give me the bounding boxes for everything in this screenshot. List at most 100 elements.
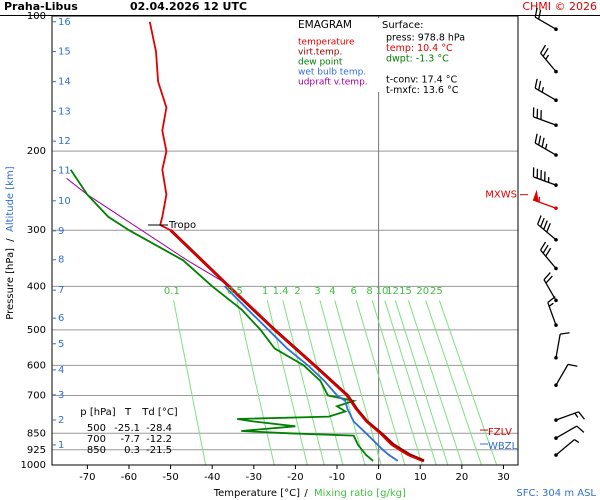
station: Praha-Libus [4,0,78,13]
table-cell: 0.3 [124,445,140,456]
x-axis-sep: / [304,488,308,499]
surface-line: press: 978.8 hPa [386,33,465,44]
barb-full [547,296,556,304]
level-label: MXWS [485,190,517,201]
barb-full [534,133,538,144]
barb-half [541,86,544,93]
table-header: p [hPa] [80,407,115,418]
table-cell: -12.2 [146,434,172,445]
y-tick-label: 100 [27,11,46,22]
wind-barb [554,425,585,440]
barb-full [541,137,545,148]
wind-barb [554,332,570,360]
barb-half [548,302,554,307]
table-cell: 500 [87,423,106,434]
x-tick-label: -20 [287,472,303,483]
barb-station [554,206,558,211]
barb-station [554,27,558,31]
barb-full [560,332,570,335]
barb-half [574,412,579,418]
barb-station [554,383,558,387]
wind-barb [554,439,580,457]
mixing-ratio-line [425,300,482,465]
barb-full [576,425,585,433]
altitude-tick-label: 1 [58,440,64,451]
mixing-ratio-line [394,300,449,465]
mixing-ratio-label: 0.1 [164,286,180,297]
y-tick-label: 200 [27,146,46,157]
altitude-tick-label: 15 [58,47,71,58]
plot-frame [51,15,519,466]
altitude-tick-label: 5 [58,339,64,350]
wind-barb [547,296,558,327]
mixing-ratio-label: 1 [262,286,268,297]
table-header: T [124,407,132,418]
x-tick-label: -40 [204,472,220,483]
altitude-tick-label: 11 [58,166,71,177]
barb-full [542,47,549,57]
barb-shaft [555,334,561,358]
y-tick-label: 925 [27,445,46,456]
barb-pennant [532,189,539,203]
table-cell: -25.1 [114,423,140,434]
x-axis-label2: Mixing ratio [g/kg] [314,488,406,499]
barb-half [544,143,548,150]
barb-full [534,7,538,18]
surface-line: t-conv: 17.4 °C [386,75,457,86]
mixing-ratio-label: 2 [294,286,300,297]
barb-full [545,275,553,284]
x-tick-label: 20 [455,472,468,483]
barb-shaft [555,411,579,421]
wind-barb [537,215,558,242]
table-cell: 700 [87,434,106,445]
altitude-tick-label: 12 [58,136,71,147]
barb-full [540,241,547,251]
x-tick-label: -70 [79,472,95,483]
wind-barb [532,107,558,127]
altitude-tick-label: 13 [58,106,71,117]
barb-station [554,98,558,102]
mixing-ratio-line [334,300,382,465]
barb-half [545,54,550,60]
barb-station [554,355,558,360]
mixing-ratio-line [282,300,325,465]
y-axis-label2: Altitude [km] [5,166,16,232]
mixing-ratio-label: 20 [416,286,429,297]
surface-line: dwpt: -1.3 °C [386,54,449,65]
y-tick-label: 850 [27,428,46,439]
barb-station [554,237,558,242]
mixing-ratio-label: 10 [376,286,389,297]
barb-shaft [555,364,569,386]
barb-station [554,418,558,422]
barb-full [540,44,547,54]
mixing-ratio-label: 4 [329,286,335,297]
altitude-tick-label: 2 [58,415,64,426]
mixing-ratio-label: 8 [366,286,372,297]
barb-station [554,266,558,271]
x-tick-label: 10 [414,472,427,483]
barb-shaft [555,439,575,456]
x-tick-label: -60 [121,472,137,483]
x-tick-label: -30 [246,472,262,483]
y-tick-label: 500 [27,325,46,336]
mixing-ratio-line [355,300,406,465]
y-axis-labels: Pressure [hPa] / Altitude [km] [5,166,16,319]
x-tick-label: -50 [162,472,178,483]
legend-box [295,18,375,92]
y-axis-sep: / [5,238,16,242]
wind-barb [532,189,558,211]
profile-line [148,21,423,462]
barb-station [554,153,558,157]
y-axis-label: Pressure [hPa] [5,248,16,320]
mixing-ratio-line [236,300,275,465]
mixing-ratio-line [438,300,498,465]
legend-entry: udpraft v.temp. [298,78,368,88]
profile-line [224,285,399,462]
barb-station [554,323,558,327]
altitude-tick-label: 7 [58,285,64,296]
barb-full [578,411,585,420]
barb-full [534,78,538,89]
surface-line: temp: 10.4 °C [386,43,453,54]
mixing-ratio-line [384,300,437,465]
